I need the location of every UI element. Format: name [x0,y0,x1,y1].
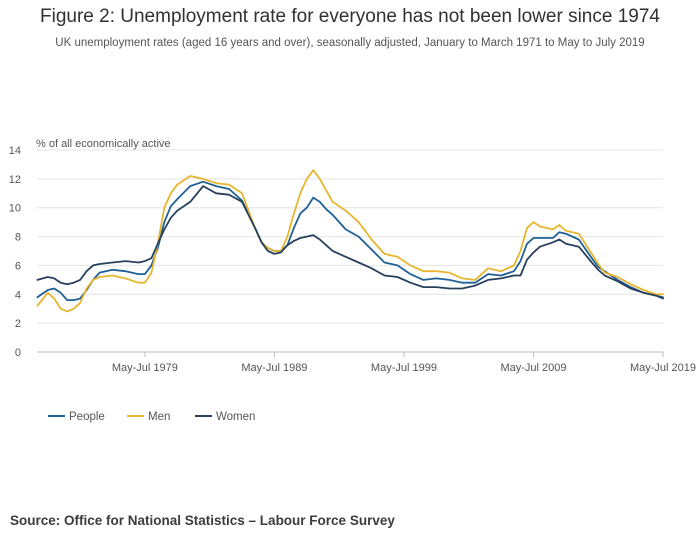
source-note: Source: Office for National Statistics –… [10,513,395,528]
legend-label-women: Women [216,411,255,423]
x-tick-label: May-Jul 2019 [630,362,696,374]
chart-subtitle: UK unemployment rates (aged 16 years and… [55,37,645,49]
y-tick-label: 6 [15,260,21,272]
legend-label-people: People [69,411,105,423]
series-line-women [36,185,664,300]
y-tick-label: 8 [15,232,21,244]
series-line-people [36,180,664,302]
series-line-men [36,169,664,313]
y-tick-label: 4 [15,289,21,301]
legend-label-men: Men [148,411,170,423]
y-tick-label: 0 [15,347,21,359]
y-tick-label: 10 [9,203,21,215]
chart-title: Figure 2: Unemployment rate for everyone… [40,6,660,27]
y-tick-label: 14 [9,145,21,157]
x-tick-label: May-Jul 1989 [241,362,307,374]
y-tick-label: 2 [15,318,21,330]
y-axis-label: % of all economically active [36,138,171,150]
y-tick-label: 12 [9,174,21,186]
x-tick-label: May-Jul 2009 [500,362,566,374]
x-tick-label: May-Jul 1999 [371,362,437,374]
x-tick-label: May-Jul 1979 [112,362,178,374]
